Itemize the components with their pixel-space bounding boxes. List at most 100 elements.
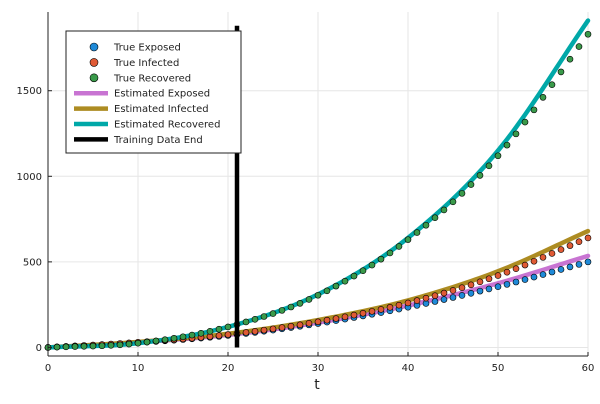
data-point-true-recovered (170, 334, 178, 342)
data-point-true-recovered (89, 342, 97, 350)
data-point-true-recovered (161, 336, 169, 343)
x-tick-label: 50 (492, 363, 505, 374)
data-point-true-recovered (521, 118, 529, 126)
data-point-true-infected (287, 322, 295, 330)
data-point-true-infected (260, 326, 268, 334)
data-point-true-recovered (251, 315, 259, 323)
data-point-true-infected (359, 309, 367, 317)
data-point-true-recovered (71, 343, 79, 350)
legend-marker-true-infected (89, 58, 99, 67)
data-point-true-infected (386, 304, 394, 311)
data-point-true-recovered (224, 323, 232, 331)
data-point-true-recovered (215, 325, 223, 333)
data-point-true-recovered (179, 333, 187, 341)
data-point-true-recovered (530, 106, 538, 114)
data-point-true-exposed (530, 273, 538, 281)
data-point-true-recovered (512, 130, 520, 138)
data-point-true-recovered (575, 43, 583, 50)
data-point-true-recovered (296, 300, 304, 307)
data-point-true-exposed (584, 258, 592, 266)
data-point-true-exposed (557, 266, 565, 273)
data-point-true-recovered (323, 287, 331, 295)
data-point-true-recovered (206, 328, 214, 335)
data-point-true-infected (323, 316, 331, 324)
data-point-true-recovered (413, 229, 421, 236)
data-point-true-recovered (80, 343, 88, 350)
data-point-true-recovered (548, 81, 556, 88)
x-tick-label: 20 (222, 363, 235, 374)
data-point-true-infected (278, 324, 286, 331)
data-point-true-exposed (539, 271, 547, 278)
data-point-true-recovered (503, 141, 511, 149)
data-point-true-exposed (431, 298, 439, 305)
data-point-true-exposed (575, 261, 583, 268)
data-point-true-infected (449, 287, 457, 294)
y-tick-label: 1500 (17, 86, 42, 97)
axes: 0 10 20 30 40 50 60 0 500 1000 1500 (17, 12, 594, 374)
data-point-true-recovered (557, 68, 565, 76)
legend-label-true-infected: True Infected (113, 58, 179, 69)
data-point-true-exposed (512, 278, 520, 286)
data-point-true-recovered (98, 342, 106, 350)
data-point-true-exposed (521, 276, 529, 283)
data-point-true-recovered (368, 261, 376, 269)
data-point-true-infected (314, 318, 322, 326)
y-tick-label: 0 (36, 343, 42, 354)
data-point-true-recovered (377, 255, 385, 263)
data-point-true-infected (476, 278, 484, 286)
data-point-true-recovered (404, 236, 412, 243)
data-point-true-recovered (386, 249, 394, 257)
data-point-true-infected (251, 328, 259, 335)
legend: True Exposed True Infected True Recovered E… (65, 30, 242, 154)
data-point-true-infected (404, 299, 412, 307)
data-point-true-infected (503, 268, 511, 276)
data-point-true-recovered (422, 221, 430, 229)
data-point-true-infected (215, 332, 223, 339)
data-point-true-recovered (116, 341, 124, 349)
data-point-true-infected (350, 311, 358, 319)
data-point-true-recovered (287, 303, 295, 311)
data-point-true-infected (512, 265, 520, 272)
data-point-true-infected (557, 246, 565, 253)
y-tick-label: 500 (23, 257, 42, 268)
data-point-true-infected (485, 275, 493, 283)
data-point-true-infected (368, 308, 376, 315)
legend-label-training-data-end: Training Data End (113, 135, 203, 146)
data-point-true-recovered (107, 342, 115, 349)
data-point-true-infected (530, 257, 538, 265)
data-point-true-infected (224, 331, 232, 338)
data-point-true-exposed (503, 281, 511, 288)
legend-label-estimated-recovered: Estimated Recovered (114, 120, 220, 131)
data-point-true-recovered (341, 277, 349, 285)
data-point-true-recovered (269, 310, 277, 317)
data-point-true-exposed (458, 292, 466, 299)
data-point-true-recovered (539, 94, 547, 101)
data-point-true-exposed (494, 283, 502, 290)
data-point-true-infected (539, 254, 547, 261)
data-point-true-recovered (134, 339, 142, 347)
x-axis-label: t (314, 377, 320, 393)
data-point-true-infected (377, 306, 385, 313)
data-point-true-infected (548, 250, 556, 257)
data-point-true-recovered (197, 329, 205, 337)
data-point-true-exposed (485, 285, 493, 293)
data-point-true-infected (575, 238, 583, 246)
data-point-true-recovered (458, 190, 466, 197)
data-point-true-recovered (359, 267, 367, 274)
data-point-true-recovered (242, 318, 250, 326)
data-point-true-recovered (278, 307, 286, 314)
data-point-true-infected (413, 297, 421, 304)
data-point-true-infected (332, 315, 340, 322)
data-point-true-recovered (494, 152, 502, 160)
data-point-true-recovered (431, 214, 439, 222)
data-point-true-recovered (62, 343, 70, 351)
data-point-true-recovered (314, 291, 322, 299)
data-point-true-recovered (53, 343, 61, 351)
data-point-true-recovered (143, 338, 151, 346)
data-point-true-recovered (350, 272, 358, 280)
data-point-true-infected (521, 261, 529, 269)
legend-marker-true-exposed (89, 42, 99, 52)
data-point-true-infected (458, 284, 466, 291)
